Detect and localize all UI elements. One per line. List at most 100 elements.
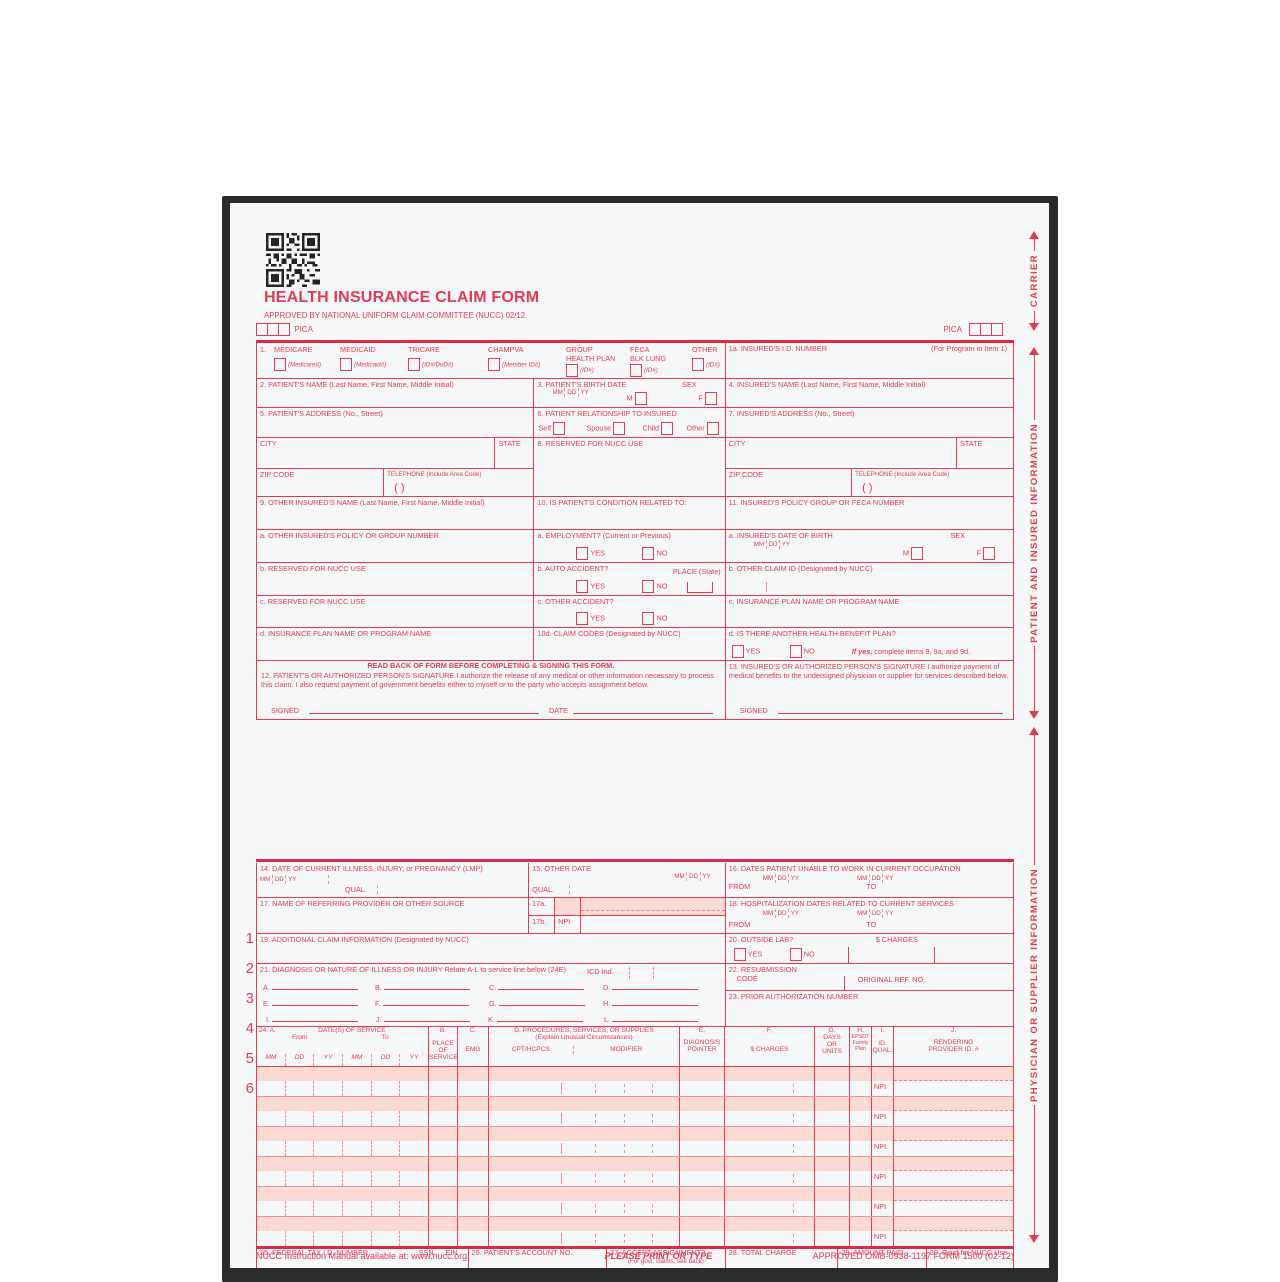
field-patient-birthdate-sex[interactable]: 3. PATIENT'S BIRTH DATE MM DD YY SEX M F <box>534 379 726 407</box>
field-insured-state[interactable]: STATE <box>960 439 983 448</box>
footer-nucc-manual: NUCC Instruction Manual available at: ww… <box>256 1251 468 1261</box>
another-plan-no-checkbox[interactable] <box>789 645 802 658</box>
field-insured-phone[interactable]: TELEPHONE (Include Area Code)( ) <box>855 471 950 495</box>
outside-lab-yes-checkbox[interactable] <box>733 948 746 961</box>
field-patient-city[interactable]: CITY <box>257 438 496 468</box>
field-patient-zip[interactable]: ZIP CODE <box>257 469 385 496</box>
field-patient-relationship[interactable]: 6. PATIENT RELATIONSHIP TO INSURED Self … <box>534 408 726 437</box>
footer-approved: APPROVED OMB-0938-1197 FORM 1500 (02-12) <box>812 1251 1014 1261</box>
field-insured-address[interactable]: 7. INSURED'S ADDRESS (No., Street) <box>728 409 855 418</box>
signature-line[interactable] <box>777 705 1003 714</box>
field-other-insured-name[interactable]: 9. OTHER INSURED'S NAME (Last Name, Firs… <box>257 497 535 529</box>
employment-yes-checkbox[interactable] <box>576 547 589 560</box>
insured-sex-m-checkbox[interactable] <box>911 547 923 560</box>
field-claim-codes[interactable]: 10d. CLAIM CODES (Designated by NUCC) <box>534 628 726 660</box>
group-checkbox[interactable] <box>566 363 578 377</box>
other-accident-yes-checkbox[interactable] <box>576 612 589 625</box>
field-referring-provider[interactable]: 17. NAME OF REFERRING PROVIDER OR OTHER … <box>257 898 530 933</box>
field-patient-state[interactable]: STATE <box>498 439 521 448</box>
diagnosis-j-line[interactable] <box>383 1014 470 1022</box>
outside-lab-no-checkbox[interactable] <box>789 948 802 961</box>
field-17b-npi-label: NPI <box>555 916 582 933</box>
field-amount-paid[interactable]: 29. AMOUNT PAID $ <box>838 1247 927 1268</box>
insured-sex-f-checkbox[interactable] <box>983 547 995 560</box>
field-insurance-type[interactable]: 1. MEDICARE (Medicare#) MEDICAID (Medica… <box>257 343 726 378</box>
other-checkbox[interactable] <box>692 357 704 371</box>
feca-checkbox[interactable] <box>630 363 642 377</box>
rel-other-checkbox[interactable] <box>706 422 719 435</box>
rel-child-checkbox[interactable] <box>661 422 674 435</box>
diagnosis-f-line[interactable] <box>382 998 469 1006</box>
auto-accident-yes-checkbox[interactable] <box>576 580 589 593</box>
field-other-claim-id[interactable]: b. OTHER CLAIM ID (Designated by NUCC) <box>726 563 1013 595</box>
champva-checkbox[interactable] <box>488 357 500 371</box>
field-patient-phone[interactable]: TELEPHONE (Include Area Code)( ) <box>387 471 482 495</box>
pica-checkbox[interactable] <box>991 323 1003 336</box>
field-total-charge[interactable]: 28. TOTAL CHARGE $ <box>726 1247 839 1268</box>
medicare-checkbox[interactable] <box>274 357 286 371</box>
field-insured-policy-group[interactable]: 11. INSURED'S POLICY GROUP OR FECA NUMBE… <box>728 498 905 507</box>
sex-f-checkbox[interactable] <box>704 392 717 405</box>
field-17a-qualifier[interactable] <box>555 898 582 915</box>
auto-accident-no-checkbox[interactable] <box>642 580 655 593</box>
field-additional-claim-info[interactable]: 19. ADDITIONAL CLAIM INFORMATION (Design… <box>257 934 726 963</box>
diagnosis-g-line[interactable] <box>498 998 585 1006</box>
arrow-down-icon <box>1029 711 1039 720</box>
field-federal-tax-id[interactable]: 25. FEDERAL TAX I.D. NUMBER SSN EIN <box>257 1247 469 1268</box>
diagnosis-c-line[interactable] <box>498 982 585 990</box>
signature-line[interactable] <box>309 705 539 714</box>
pica-checkbox[interactable] <box>278 323 290 336</box>
field-patient-name[interactable]: 2. PATIENT'S NAME (Last Name, First Name… <box>257 379 535 407</box>
field-insurance-plan-name[interactable]: c. INSURANCE PLAN NAME OR PROGRAM NAME <box>728 597 900 606</box>
field-hospitalization-dates[interactable]: 18. HOSPITALIZATION DATES RELATED TO CUR… <box>728 899 954 929</box>
service-line-1[interactable]: NPI <box>257 1067 1013 1097</box>
medicaid-checkbox[interactable] <box>340 357 352 371</box>
service-line-5[interactable]: NPI <box>257 1187 1013 1217</box>
diagnosis-d-line[interactable] <box>612 982 699 990</box>
another-plan-yes-checkbox[interactable] <box>731 645 744 658</box>
rel-self-checkbox[interactable] <box>553 422 566 435</box>
service-line-3[interactable]: NPI <box>257 1127 1013 1157</box>
field-patient-account-no[interactable]: 26. PATIENT'S ACCOUNT NO. <box>469 1247 608 1268</box>
field-resubmission[interactable]: 22. RESUBMISSION CODE ORIGINAL REF. NO. <box>725 964 1013 991</box>
field-insured-birthdate[interactable]: a. INSURED'S DATE OF BIRTH MM DD YY SEX … <box>726 530 1013 562</box>
field-patient-signature[interactable]: READ BACK OF FORM BEFORE COMPLETING & SI… <box>257 661 726 719</box>
field-insured-name[interactable]: 4. INSURED'S NAME (Last Name, First Name… <box>728 380 926 389</box>
field-insurance-plan-or-program[interactable]: d. INSURANCE PLAN NAME OR PROGRAM NAME <box>257 628 535 660</box>
field-17a-id[interactable] <box>581 898 725 915</box>
diagnosis-e-line[interactable] <box>271 998 358 1006</box>
field-reserved-nucc-c[interactable]: c. RESERVED FOR NUCC USE <box>257 596 535 627</box>
field-prior-authorization[interactable]: 23. PRIOR AUTHORIZATION NUMBER <box>728 992 859 1001</box>
field-insured-signature[interactable]: 13. INSURED'S OR AUTHORIZED PERSON'S SIG… <box>728 662 1009 716</box>
diagnosis-i-line[interactable] <box>272 1014 359 1022</box>
diagnosis-k-line[interactable] <box>496 1014 583 1022</box>
sex-m-checkbox[interactable] <box>634 392 647 405</box>
field-reserved-nucc-b[interactable]: b. RESERVED FOR NUCC USE <box>257 563 535 595</box>
field-insured-zip[interactable]: ZIP CODE <box>726 469 853 496</box>
field-other-accident: c. OTHER ACCIDENT? YES NO <box>534 596 726 627</box>
diagnosis-h-line[interactable] <box>612 998 699 1006</box>
field-dates-unable-to-work[interactable]: 16. DATES PATIENT UNABLE TO WORK IN CURR… <box>728 864 961 891</box>
service-line-2[interactable]: NPI <box>257 1097 1013 1127</box>
field-other-insured-policy[interactable]: a. OTHER INSURED'S POLICY OR GROUP NUMBE… <box>257 530 535 562</box>
field-reserved-nucc[interactable]: 8. RESERVED FOR NUCC USE <box>534 438 726 496</box>
service-line-4[interactable]: NPI <box>257 1157 1013 1187</box>
field-insured-city[interactable]: CITY <box>726 438 957 468</box>
employment-no-checkbox[interactable] <box>642 547 655 560</box>
diagnosis-a-line[interactable] <box>271 982 358 990</box>
field-patient-address[interactable]: 5. PATIENT'S ADDRESS (No., Street) <box>257 408 535 437</box>
field-rsvd-nucc[interactable]: 30. Rsvd for NUCC Use <box>927 1247 1013 1268</box>
field-insured-id-number[interactable]: 1a. INSURED'S I.D. NUMBER (For Program i… <box>728 344 1007 353</box>
field-current-illness-date[interactable]: 14. DATE OF CURRENT ILLNESS, INJURY, or … <box>257 863 530 897</box>
diagnosis-l-line[interactable] <box>612 1014 699 1022</box>
service-line-6[interactable]: NPI <box>257 1217 1013 1247</box>
tricare-checkbox[interactable] <box>408 357 420 371</box>
field-17b-npi[interactable] <box>581 916 725 933</box>
date-line[interactable] <box>573 705 713 714</box>
field-other-date[interactable]: 15. OTHER DATE MM DD YY QUAL. <box>529 863 726 897</box>
other-accident-no-checkbox[interactable] <box>642 612 655 625</box>
field-diagnosis[interactable]: 21. DIAGNOSIS OR NATURE OF ILLNESS OR IN… <box>257 964 726 1026</box>
place-state-box[interactable] <box>686 582 713 593</box>
diagnosis-b-line[interactable] <box>383 982 470 990</box>
rel-spouse-checkbox[interactable] <box>613 422 626 435</box>
